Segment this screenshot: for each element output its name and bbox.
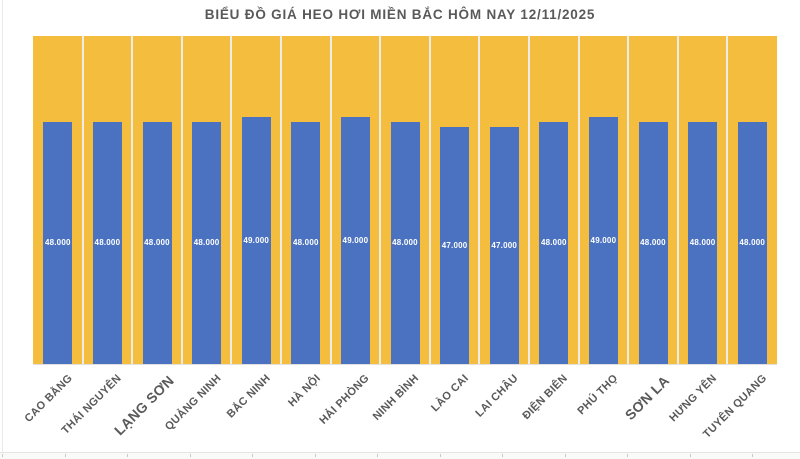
column-separator (379, 36, 382, 364)
bar-value-label: 49.000 (243, 235, 270, 245)
x-axis-label: SƠN LA (621, 372, 673, 424)
x-axis-label: PHÚ THỌ (575, 372, 621, 418)
bar-value-label: 49.000 (590, 235, 617, 245)
column-separator (131, 36, 134, 364)
column-separator (280, 36, 282, 364)
grid-tick (439, 454, 441, 457)
bar (192, 122, 222, 364)
x-axis-label: NINH BÌNH (371, 372, 422, 423)
bar-value-label: 48.000 (144, 238, 170, 247)
x-axis-label: HÀ NỘI (285, 372, 323, 410)
x-axis-label: LAI CHÂU (473, 372, 521, 420)
column-separator (627, 36, 630, 364)
grid-tick (564, 454, 566, 457)
bar-value-label: 48.000 (739, 238, 766, 247)
x-axis-label: LÀO CAI (429, 372, 472, 415)
bar (340, 117, 370, 364)
column-separator (676, 36, 679, 364)
grid-tick (127, 454, 128, 457)
column-separator (329, 36, 332, 364)
bar-value-label: 48.000 (292, 238, 319, 247)
x-axis-label: BẮC NINH (224, 372, 273, 421)
left-gridline (2, 0, 3, 459)
bottom-table-edge (0, 452, 800, 459)
bar (588, 117, 618, 364)
grid-tick (252, 454, 253, 457)
column-separator (577, 36, 580, 364)
bar-value-label: 48.000 (94, 238, 121, 247)
x-axis-label: HẢI PHÒNG (317, 372, 373, 427)
bar (539, 122, 569, 364)
bar-value-label: 47.000 (491, 240, 518, 250)
bar (241, 117, 271, 364)
bar (440, 127, 470, 364)
bar-value-label: 48.000 (392, 238, 418, 247)
column-separator (81, 36, 84, 364)
grid-tick (627, 454, 628, 457)
bar-value-label: 49.000 (342, 235, 369, 245)
bar (291, 122, 321, 364)
grid-tick (64, 454, 66, 457)
x-axis-label: HƯNG YÊN (667, 372, 720, 425)
bar (489, 127, 519, 364)
bar (390, 122, 420, 364)
bar (737, 122, 767, 364)
grid-tick (189, 454, 191, 457)
grid-tick (314, 454, 316, 457)
bar-value-label: 48.000 (44, 238, 71, 247)
chart-title: BIỂU ĐỒ GIÁ HEO HƠI MIỀN BẮC HÔM NAY 12/… (204, 7, 596, 22)
x-axis-label: CAO BẰNG (22, 372, 75, 425)
grid-tick (752, 454, 753, 457)
bar (688, 122, 718, 364)
column-separator (478, 36, 481, 364)
grid-tick (377, 454, 378, 457)
bar-value-label: 48.000 (689, 238, 716, 247)
column-separator (726, 36, 729, 364)
column-separator (230, 36, 233, 364)
bar (638, 122, 668, 364)
column-separator (180, 36, 183, 364)
bar-value-label: 48.000 (640, 238, 666, 247)
x-axis-label: ĐIỆN BIÊN (520, 372, 571, 423)
bar-value-label: 48.000 (540, 238, 567, 247)
column-separator (528, 36, 530, 364)
bar-value-label: 48.000 (193, 238, 220, 247)
grid-tick (689, 454, 691, 457)
bar (43, 122, 73, 364)
column-separator (428, 36, 431, 364)
grid-tick (2, 454, 3, 457)
grid-tick (502, 454, 503, 457)
bar-value-label: 47.000 (441, 240, 468, 250)
plot-area: 48.000 48.000 48.000 48.000 49.000 48.000 49.0… (33, 36, 777, 365)
bar (92, 122, 122, 364)
bar (142, 122, 172, 364)
